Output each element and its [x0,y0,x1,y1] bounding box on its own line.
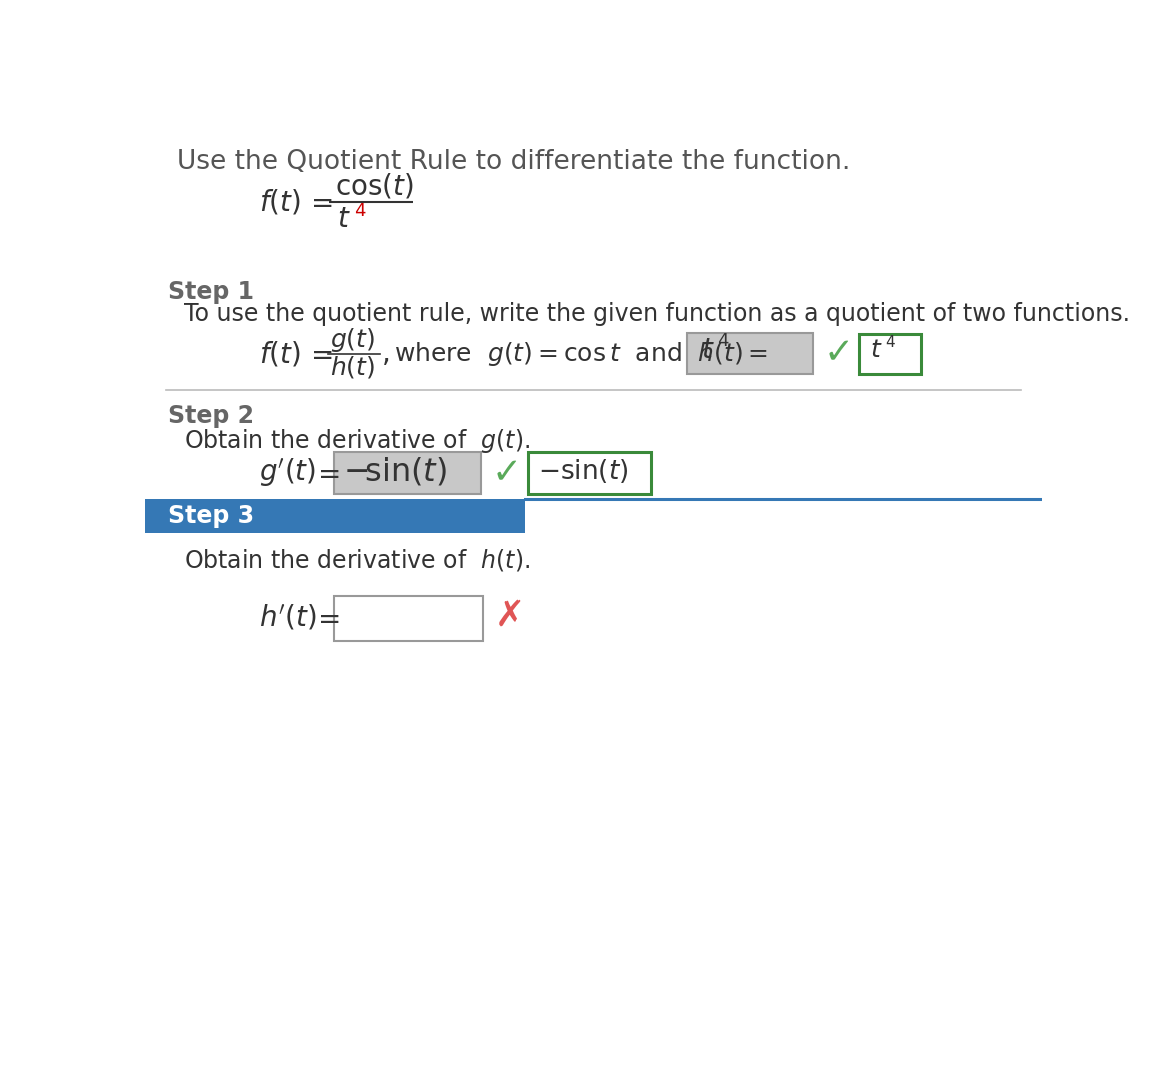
Text: $-\sin(t)$: $-\sin(t)$ [537,457,628,485]
Text: $4$: $4$ [885,334,895,350]
Text: $=$: $=$ [306,188,334,215]
Text: $g(t)$: $g(t)$ [330,326,375,354]
FancyBboxPatch shape [528,452,651,494]
Text: ✓: ✓ [492,456,522,490]
FancyBboxPatch shape [145,499,525,533]
Text: Step 1: Step 1 [168,280,254,305]
Text: $\mathrm{cos}(t)$: $\mathrm{cos}(t)$ [336,172,415,200]
Text: $4$: $4$ [717,333,730,351]
Text: Step 2: Step 2 [168,404,254,429]
Text: $h(t)$: $h(t)$ [330,354,375,381]
Text: $h'(t)$: $h'(t)$ [259,603,317,632]
Text: $=$: $=$ [313,458,340,487]
Text: $=$: $=$ [313,603,340,632]
FancyBboxPatch shape [687,333,813,374]
Text: To use the quotient rule, write the given function as a quotient of two function: To use the quotient rule, write the give… [183,302,1129,326]
Text: Obtain the derivative of  $g(t)$.: Obtain the derivative of $g(t)$. [183,427,529,455]
FancyBboxPatch shape [334,452,481,494]
Text: $f(t)$: $f(t)$ [259,188,301,216]
Text: $,$: $,$ [381,340,389,368]
Text: Use the Quotient Rule to differentiate the function.: Use the Quotient Rule to differentiate t… [177,149,851,176]
Text: $g'(t)$: $g'(t)$ [259,456,316,489]
Text: $-\!\sin(t)$: $-\!\sin(t)$ [343,455,447,487]
Text: Step 3: Step 3 [168,504,254,528]
Text: $t$: $t$ [337,205,351,232]
FancyBboxPatch shape [334,596,483,641]
Text: $t$: $t$ [870,338,882,362]
Text: where  $g(t) = \cos t$  and  $h(t) =$: where $g(t) = \cos t$ and $h(t) =$ [394,340,768,368]
Text: $4$: $4$ [354,203,366,220]
Text: ✗: ✗ [496,599,526,633]
Text: $t$: $t$ [702,337,714,365]
Text: $=$: $=$ [306,340,334,368]
Text: Obtain the derivative of  $h(t)$.: Obtain the derivative of $h(t)$. [183,547,529,572]
Text: $f(t)$: $f(t)$ [259,339,301,368]
Text: ✓: ✓ [823,337,853,371]
FancyBboxPatch shape [859,334,922,373]
